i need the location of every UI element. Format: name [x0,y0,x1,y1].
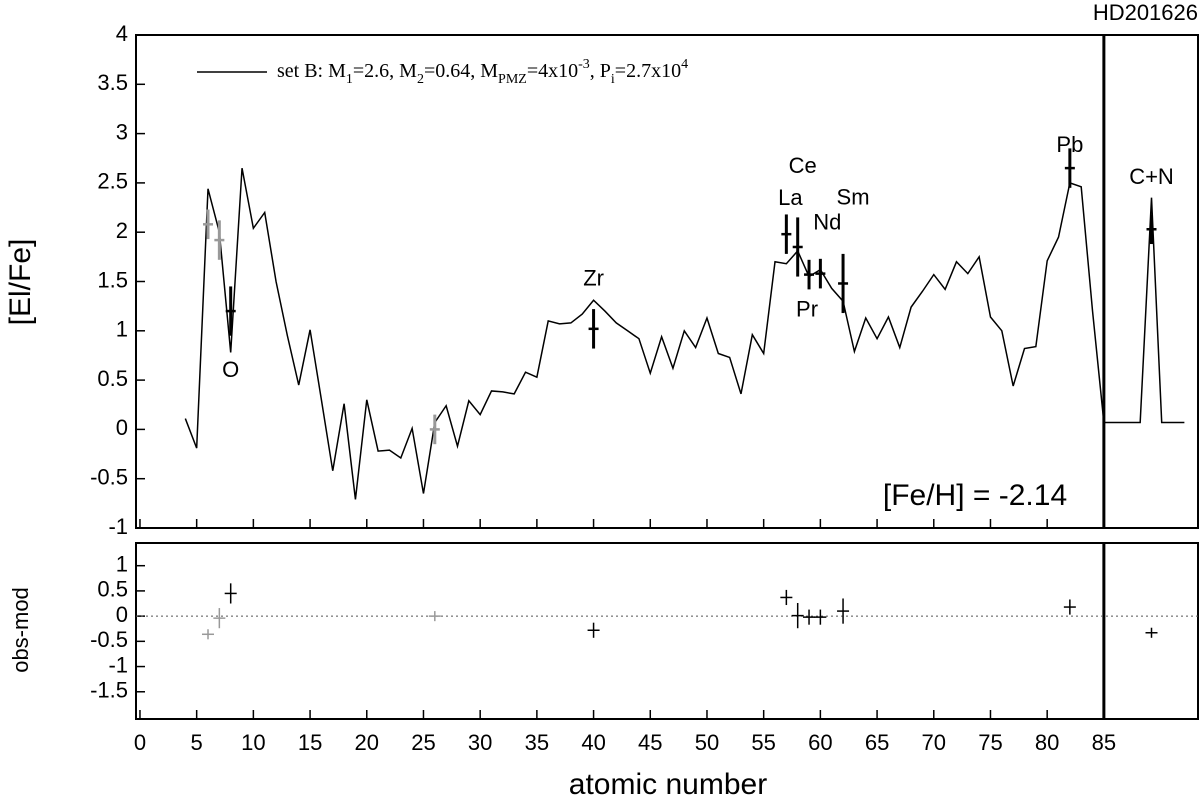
y-tick-label: 2.5 [97,169,128,194]
y-tick-label: -1.5 [90,678,128,703]
x-tick-label: 60 [808,730,832,755]
chart-title: HD201626 [1093,0,1198,25]
y-tick-label: 0.5 [97,577,128,602]
element-label: Sm [837,184,870,209]
y-tick-label: 1 [116,317,128,342]
y-axis-label: obs-mod [8,587,33,673]
legend-text: i [611,72,615,87]
x-tick-label: 25 [411,730,435,755]
y-tick-label: 3.5 [97,70,128,95]
x-tick-label: 70 [922,730,946,755]
element-label: La [778,185,803,210]
legend-text: =4x10 [527,60,578,82]
y-tick-label: 0 [116,602,128,627]
x-tick-label: 35 [525,730,549,755]
element-label: O [222,357,239,382]
y-tick-label: -0.5 [90,627,128,652]
x-tick-label: 75 [978,730,1002,755]
y-tick-label: 2 [116,218,128,243]
x-tick-label: 65 [865,730,889,755]
x-tick-label: 80 [1035,730,1059,755]
y-tick-label: 4 [116,21,128,46]
x-tick-label: 55 [751,730,775,755]
x-tick-label: 45 [638,730,662,755]
x-tick-label: 5 [191,730,203,755]
legend-text: , P [590,60,611,82]
legend-text: =2.6, M [353,60,417,82]
legend-text: PMZ [498,72,527,87]
element-label: Zr [583,266,604,291]
legend-text: set B: M [277,60,346,82]
y-tick-label: -1 [108,514,128,539]
legend-text: 4 [681,57,688,72]
legend-entry: set B: M1=2.6, M2=0.64, MPMZ=4x10-3, Pi=… [277,57,688,87]
y-axis-label: [El/Fe] [4,239,37,326]
y-tick-label: 1 [116,552,128,577]
x-tick-label: 15 [298,730,322,755]
plot-frame [135,34,1199,529]
x-tick-label: 0 [134,730,146,755]
x-axis-label: atomic number [569,768,767,801]
x-tick-label: 40 [581,730,605,755]
element-label: C+N [1129,164,1174,189]
element-label: Ce [789,153,817,178]
y-tick-label: 1.5 [97,267,128,292]
y-tick-label: 0.5 [97,366,128,391]
legend-text: 2 [417,72,424,87]
y-tick-label: -1 [108,652,128,677]
element-label: Pr [796,296,818,321]
y-tick-label: 3 [116,119,128,144]
element-label: Pb [1056,132,1083,157]
element-label: Nd [813,209,841,234]
legend-text: =0.64, M [424,60,498,82]
plot-frame [135,542,1199,720]
legend-text: 1 [346,72,353,87]
legend-text: =2.7x10 [615,60,681,82]
x-tick-label: 50 [695,730,719,755]
x-tick-label: 30 [468,730,492,755]
y-tick-label: -0.5 [90,465,128,490]
x-tick-label: 20 [355,730,379,755]
model-line [184,167,1185,500]
annotation: [Fe/H] = -2.14 [883,479,1067,512]
x-tick-label: 10 [241,730,265,755]
x-tick-label: 85 [1092,730,1116,755]
y-tick-label: 0 [116,415,128,440]
legend-text: -3 [578,57,590,72]
